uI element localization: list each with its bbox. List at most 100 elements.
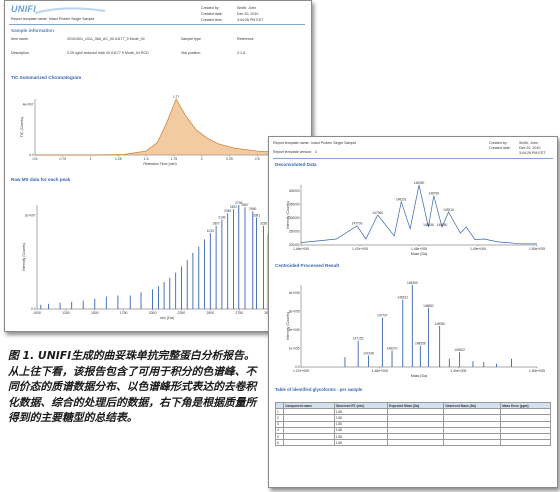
y-axis-label: Intensity (Counts) [286, 312, 290, 340]
report-page-detail: Report template name: Intact Protein Sin… [268, 136, 558, 488]
created-time: 3:44:26 PM EST [237, 18, 264, 22]
x-tick-label: 2 [201, 157, 203, 161]
created-by: Smith, John [519, 141, 538, 145]
y-tick-label: 400000 [289, 189, 300, 193]
y-tick-label: 350000 [289, 203, 300, 207]
x-tick-label: 1.47e+005 [293, 369, 309, 373]
raw-ms-chart: 1000125015001750200022502500275030003250… [22, 201, 301, 320]
tic-chart: 0.50.7511.251.51.7522.252.52.750.04e+007… [20, 95, 288, 166]
y-axis-label: TIC (Counts) [20, 117, 24, 138]
x-tick-label: 1750 [120, 311, 128, 315]
peak-label: 148556 [415, 341, 426, 345]
vial-position: 2:1,A [237, 51, 246, 55]
y-tick-label: 4e+005 [289, 291, 300, 295]
table-cell [500, 439, 551, 447]
template-name: Intact Protein Single Sample [311, 141, 357, 145]
peak-label: 147707 [377, 314, 388, 318]
y-tick-label: 4e+007 [23, 103, 34, 107]
x-tick-label: 1.5 [144, 157, 149, 161]
created-by-label: Created by: [201, 6, 220, 10]
table-row: 6 1.88 [274, 439, 551, 447]
created-by: Smith, John [237, 6, 256, 10]
x-tick-label: 1.50e+005 [529, 247, 545, 251]
peak-label: 2867 [241, 203, 248, 207]
x-tick-label: 2250 [178, 311, 186, 315]
table-cell: 1.88 [333, 439, 389, 447]
table-cell [283, 439, 335, 447]
peak-label: 149210 [443, 208, 454, 212]
peak-label: 2452 [230, 205, 237, 209]
x-tick-label: 1000 [33, 311, 41, 315]
vial-position-label: Vial position [181, 51, 201, 55]
peak-label: 147960 [372, 211, 383, 215]
unifi-logo: UNIFI [11, 4, 36, 14]
y-tick-label: 3e+005 [289, 310, 300, 314]
table-cell [443, 439, 502, 447]
header-divider [9, 24, 305, 25]
y-tick-label: 1e+005 [289, 347, 300, 351]
created-date: Dec 20, 2010 [237, 12, 259, 16]
peak-label: 149050 [434, 322, 445, 326]
tic-chart-title: TIC Summarized Chromatogram [11, 75, 82, 80]
created-by-label: Created by: [489, 141, 508, 145]
template-name: Intact Protein Single Sample [49, 17, 95, 21]
peak-label: 1.77 [173, 95, 179, 99]
x-axis-label: Retention Time (min) [143, 162, 176, 166]
x-tick-label: 1.50e+005 [529, 369, 545, 373]
peak-label: 2149 [218, 215, 225, 219]
y-tick-label: 0.0 [31, 307, 36, 311]
glycoform-table-title: Table of identified glycoforms - per sam… [275, 387, 363, 392]
series-line [35, 98, 286, 156]
x-axis-label: Mass (Da) [411, 374, 428, 378]
x-tick-label: 1.49e+005 [470, 247, 486, 251]
peak-label: 149622 [454, 348, 465, 352]
peak-label: 3238 [260, 222, 267, 226]
peak-label: 3081 [253, 213, 260, 217]
peak-label: 148796 [428, 192, 439, 196]
x-tick-label: 1.49e+005 [450, 369, 466, 373]
y-tick-label: 0.0 [295, 365, 300, 369]
peak-label: 147700 [352, 222, 363, 226]
created-date: Dec 20, 2010 [519, 146, 541, 150]
table-cell: 6 [274, 439, 285, 447]
glycoform-table: Component name Observed RT (min) Expected … [274, 401, 551, 447]
peak-label: 1033 [207, 229, 214, 233]
x-axis-label: m/z (Da) [160, 316, 174, 320]
x-tick-label: 1.25 [115, 157, 122, 161]
centroided-title: Centroided Processed Result [275, 263, 340, 268]
x-tick-label: 1.47e+005 [352, 247, 368, 251]
x-tick-label: 1.46e+005 [293, 247, 309, 251]
x-tick-label: 0.75 [59, 157, 66, 161]
template-name-label: Report template name: [273, 141, 310, 145]
table-cell [387, 439, 445, 447]
centroided-chart: 1.47e+005 1.48e+005 1.49e+005 1.50e+005 0.0 1… [286, 281, 545, 378]
series-area [35, 99, 285, 155]
peak-label: 2349 [224, 209, 231, 213]
description: 0.25 ug/ul reduced mAb 00.01177 5 Mode_0… [67, 51, 149, 55]
peak-label: 147348 [363, 351, 374, 355]
y-tick-label: 300000 [289, 216, 300, 220]
created-time-label: Created time: [201, 18, 223, 22]
sample-type-label: Sample type [181, 37, 201, 41]
peak-label: 148390 [414, 181, 425, 185]
x-tick-label: 2.25 [226, 157, 233, 161]
item-name: 20101001_UCA_06A_AC_00.01177_5 Mode_04 [67, 37, 145, 41]
created-date-label: Created date: [201, 12, 223, 16]
y-tick-label: 2e+007 [25, 213, 36, 217]
sample-type: Reference [237, 37, 254, 41]
peak-label: 2746 [235, 201, 242, 205]
peak-label: 148556 [423, 223, 434, 227]
x-tick-label: 0.5 [33, 157, 38, 161]
report-page-main: UNIFI Report template name: Intact Prote… [4, 0, 312, 332]
description-label: Description [11, 51, 29, 55]
peak-label: 148852 [423, 304, 434, 308]
figure-caption: 图 1. UNIFI生成的曲妥珠单抗完整蛋白分析报告。从上往下看，该报告包含了可… [8, 349, 257, 425]
x-tick-label: 2500 [207, 311, 215, 315]
created-date-label: Created date: [489, 146, 511, 150]
peak-label: 2960 [249, 207, 256, 211]
peak-label: 148151 [397, 296, 408, 300]
peak-label: 147152 [353, 337, 364, 341]
peak-label: 149050 [437, 223, 448, 227]
logo-swoosh-icon [35, 7, 105, 14]
x-tick-label: 2000 [149, 311, 157, 315]
